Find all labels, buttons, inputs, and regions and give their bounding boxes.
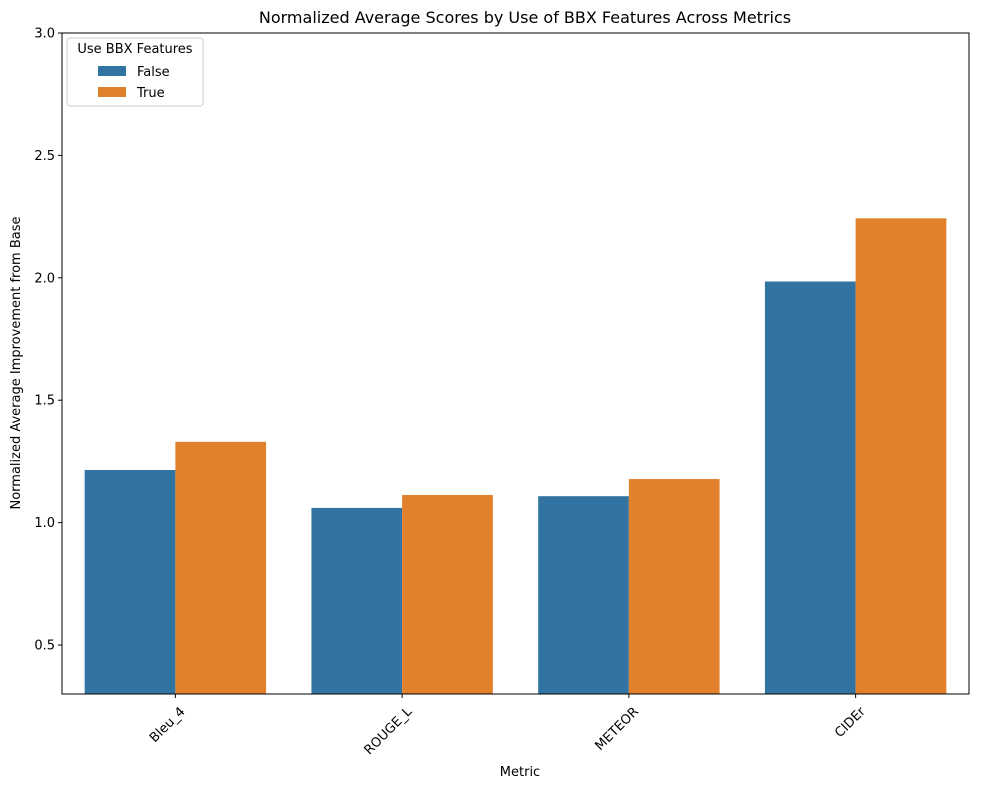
bar-meteor-true bbox=[628, 479, 720, 694]
y-tick-label: 1.0 bbox=[34, 516, 55, 531]
bars-layer bbox=[84, 218, 947, 694]
x-tick-label: ROUGE_L bbox=[362, 704, 416, 758]
legend-swatch-true bbox=[98, 87, 126, 97]
bar-meteor-false bbox=[538, 496, 629, 694]
chart-title: Normalized Average Scores by Use of BBX … bbox=[259, 8, 791, 27]
x-axis: Bleu_4 ROUGE_L METEOR CIDEr bbox=[147, 694, 869, 758]
legend-title: Use BBX Features bbox=[77, 42, 192, 57]
legend-label-false: False bbox=[137, 65, 170, 80]
bar-rouge-l-true bbox=[402, 494, 493, 694]
y-tick-label: 3.0 bbox=[34, 27, 55, 42]
y-tick-label: 1.5 bbox=[34, 394, 55, 409]
bar-bleu-4-true bbox=[175, 441, 267, 694]
y-axis: 0.5 1.0 1.5 2.0 2.5 3.0 bbox=[34, 27, 62, 654]
y-tick-label: 2.5 bbox=[34, 149, 55, 164]
bar-cider-true bbox=[855, 218, 947, 694]
bar-rouge-l-false bbox=[311, 507, 403, 694]
x-tick-label: Bleu_4 bbox=[147, 704, 188, 745]
y-axis-label: Normalized Average Improvement from Base bbox=[9, 217, 24, 510]
x-tick-label: CIDEr bbox=[832, 704, 869, 741]
legend: Use BBX Features False True bbox=[66, 37, 204, 107]
x-axis-label: Metric bbox=[500, 765, 540, 780]
plot-area: 0.5 1.0 1.5 2.0 2.5 3.0 Bleu_4 ROUGE_L METEOR CI… bbox=[34, 27, 970, 758]
y-tick-label: 2.0 bbox=[34, 271, 55, 286]
x-tick-label: METEOR bbox=[593, 704, 642, 753]
legend-swatch-false bbox=[98, 66, 126, 76]
y-tick-label: 0.5 bbox=[34, 639, 55, 654]
bar-cider-false bbox=[764, 281, 856, 694]
bar-bleu-4-false bbox=[84, 469, 176, 694]
plot-frame bbox=[61, 32, 970, 695]
legend-label-true: True bbox=[136, 86, 165, 101]
